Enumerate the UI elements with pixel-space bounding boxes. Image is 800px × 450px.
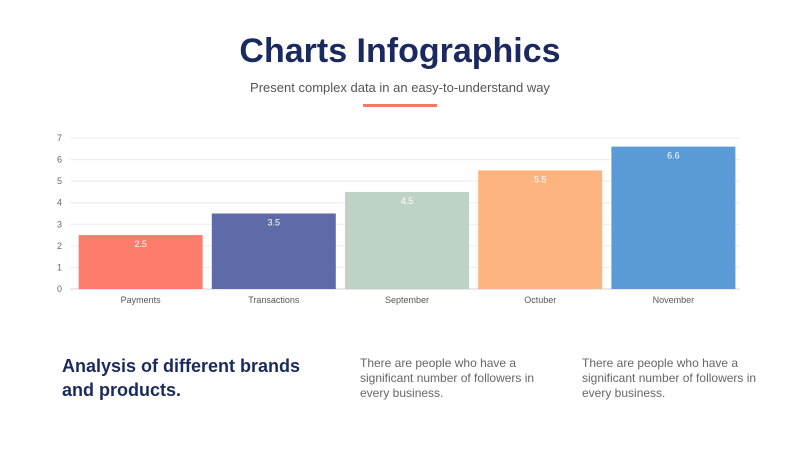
y-tick-label: 7 bbox=[57, 133, 62, 143]
y-tick-label: 6 bbox=[57, 155, 62, 165]
description-text-2: There are people who have a significant … bbox=[582, 356, 757, 400]
analysis-heading: Analysis of different brands and product… bbox=[62, 356, 301, 400]
bar-value-label: 2.5 bbox=[134, 239, 147, 249]
x-category-label: Octuber bbox=[524, 295, 556, 305]
x-category-label: Payments bbox=[121, 295, 162, 305]
y-tick-label: 3 bbox=[57, 219, 62, 229]
y-tick-label: 4 bbox=[57, 198, 62, 208]
y-tick-label: 5 bbox=[57, 176, 62, 186]
bar bbox=[211, 213, 336, 289]
bar-value-label: 5.5 bbox=[534, 174, 547, 184]
x-category-label: September bbox=[385, 295, 429, 305]
description-text-1: There are people who have a significant … bbox=[360, 356, 535, 400]
bar bbox=[478, 170, 603, 289]
bar bbox=[611, 146, 736, 289]
page-subtitle: Present complex data in an easy-to-under… bbox=[250, 80, 550, 95]
bar bbox=[78, 235, 203, 289]
bar-value-label: 6.6 bbox=[667, 151, 680, 161]
y-tick-label: 1 bbox=[57, 262, 62, 272]
accent-divider bbox=[363, 104, 437, 107]
x-category-label: November bbox=[653, 295, 695, 305]
x-category-label: Transactions bbox=[248, 295, 300, 305]
bar-value-label: 4.5 bbox=[401, 196, 414, 206]
bar bbox=[345, 191, 469, 289]
y-tick-label: 2 bbox=[57, 241, 62, 251]
bar-chart: 0 1 2 3 4 5 6 7 2.5 Payments 3.5 Transactions 4.5 Sep… bbox=[57, 133, 740, 305]
y-tick-label: 0 bbox=[57, 284, 62, 294]
bar-value-label: 3.5 bbox=[268, 218, 281, 228]
page-title: Charts Infographics bbox=[239, 32, 561, 70]
